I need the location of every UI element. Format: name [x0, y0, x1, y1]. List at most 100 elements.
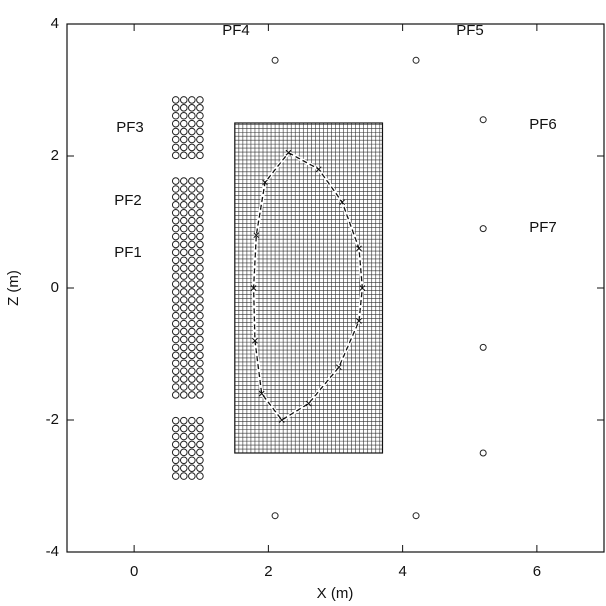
pf-coil — [412, 56, 420, 64]
boundary-marker — [305, 400, 312, 407]
solenoid-coil — [196, 111, 204, 120]
solenoid-coil — [171, 119, 180, 128]
solenoid-coil — [179, 375, 188, 383]
solenoid-coil — [188, 248, 196, 257]
solenoid-coil — [196, 416, 204, 425]
solenoid-coil — [171, 416, 180, 425]
solenoid-coil — [188, 104, 196, 112]
solenoid-coil — [188, 383, 196, 391]
solenoid-coil — [179, 185, 188, 193]
solenoid-coil — [171, 208, 180, 217]
mesh — [234, 123, 383, 454]
solenoid-coil — [171, 383, 180, 391]
solenoid-coil — [188, 311, 196, 320]
solenoid-coil — [196, 264, 204, 273]
solenoid-coil — [196, 104, 204, 112]
pf-coil — [479, 116, 487, 124]
solenoid-coil — [188, 296, 196, 304]
solenoid-coil — [196, 288, 204, 296]
solenoid-coil — [188, 424, 196, 433]
pf-coil — [271, 512, 279, 520]
solenoid-coil — [171, 327, 180, 336]
solenoid-coil — [171, 319, 180, 328]
solenoid-coil — [196, 367, 204, 375]
solenoid-coil — [171, 272, 180, 280]
solenoid-coil — [196, 216, 204, 225]
solenoid-coil — [171, 185, 180, 193]
y-tick-label: -4 — [46, 543, 59, 560]
solenoid-coil — [171, 177, 180, 185]
solenoid-coil — [171, 135, 180, 144]
boundary-marker — [356, 245, 362, 252]
solenoid-coil — [179, 319, 188, 328]
solenoid-coil — [196, 201, 204, 209]
solenoid-coil — [188, 319, 196, 328]
solenoid-coil — [179, 311, 188, 320]
solenoid-coil — [196, 143, 204, 152]
solenoid-coil — [196, 272, 204, 280]
solenoid-coil — [179, 304, 188, 312]
solenoid-coil — [179, 327, 188, 336]
solenoid-coil — [179, 256, 188, 265]
solenoid-coil — [179, 280, 188, 288]
solenoid-coil — [196, 311, 204, 320]
solenoid-coil — [171, 351, 180, 360]
solenoid-coil — [188, 256, 196, 265]
solenoid-coil — [188, 185, 196, 193]
solenoid-coil — [179, 135, 188, 144]
solenoid-coil — [196, 127, 204, 136]
solenoid-coil — [171, 456, 180, 465]
solenoid-coil — [179, 383, 188, 391]
coil-label: PF2 — [114, 192, 142, 209]
solenoid-coil — [188, 343, 196, 352]
solenoid-coil — [188, 375, 196, 383]
boundary-marker — [250, 285, 257, 291]
solenoid-coil — [171, 248, 180, 257]
solenoid-coil — [188, 464, 196, 472]
solenoid-coil — [188, 432, 196, 441]
solenoid-coil — [196, 224, 204, 233]
solenoid-coil — [171, 151, 180, 160]
solenoid-coil — [196, 304, 204, 312]
boundary-marker — [278, 417, 285, 423]
solenoid-coil — [188, 224, 196, 233]
solenoid-coil — [188, 111, 196, 120]
solenoid-coil — [171, 304, 180, 312]
solenoid-coil — [196, 119, 204, 128]
solenoid-coil — [188, 151, 196, 160]
solenoid-coil — [171, 111, 180, 120]
solenoid-coil — [179, 424, 188, 433]
solenoid-coil — [196, 359, 204, 368]
solenoid-coil — [188, 208, 196, 217]
solenoid-coil — [196, 208, 204, 217]
solenoid-coil — [179, 248, 188, 257]
solenoid-coil — [171, 104, 180, 112]
pf-coil — [479, 225, 487, 233]
boundary-marker — [356, 318, 362, 324]
solenoid-coil — [171, 335, 180, 344]
solenoid-coil — [179, 201, 188, 209]
solenoid-coil — [171, 375, 180, 383]
solenoid-coil — [179, 343, 188, 352]
solenoid-coil — [179, 232, 188, 241]
solenoid-coil — [188, 135, 196, 144]
solenoid-coil — [188, 240, 196, 249]
solenoid-coil — [171, 440, 180, 449]
solenoid-coil — [196, 327, 204, 336]
solenoid-coil — [196, 135, 204, 144]
solenoid-coil — [179, 96, 188, 104]
solenoid-coil — [179, 208, 188, 217]
solenoid-coil — [188, 304, 196, 312]
solenoid-coil — [171, 296, 180, 304]
y-tick-label: 2 — [51, 147, 59, 164]
pf-coil — [479, 343, 487, 351]
solenoid-coil — [196, 280, 204, 288]
solenoid-coil — [196, 296, 204, 304]
coil-label: PF1 — [114, 244, 142, 261]
solenoid-coil — [171, 240, 180, 249]
solenoid-coil — [179, 288, 188, 296]
coil-label: PF3 — [116, 119, 144, 136]
solenoid-coil — [179, 177, 188, 185]
solenoid-coil — [188, 327, 196, 336]
solenoid-coil — [196, 383, 204, 391]
